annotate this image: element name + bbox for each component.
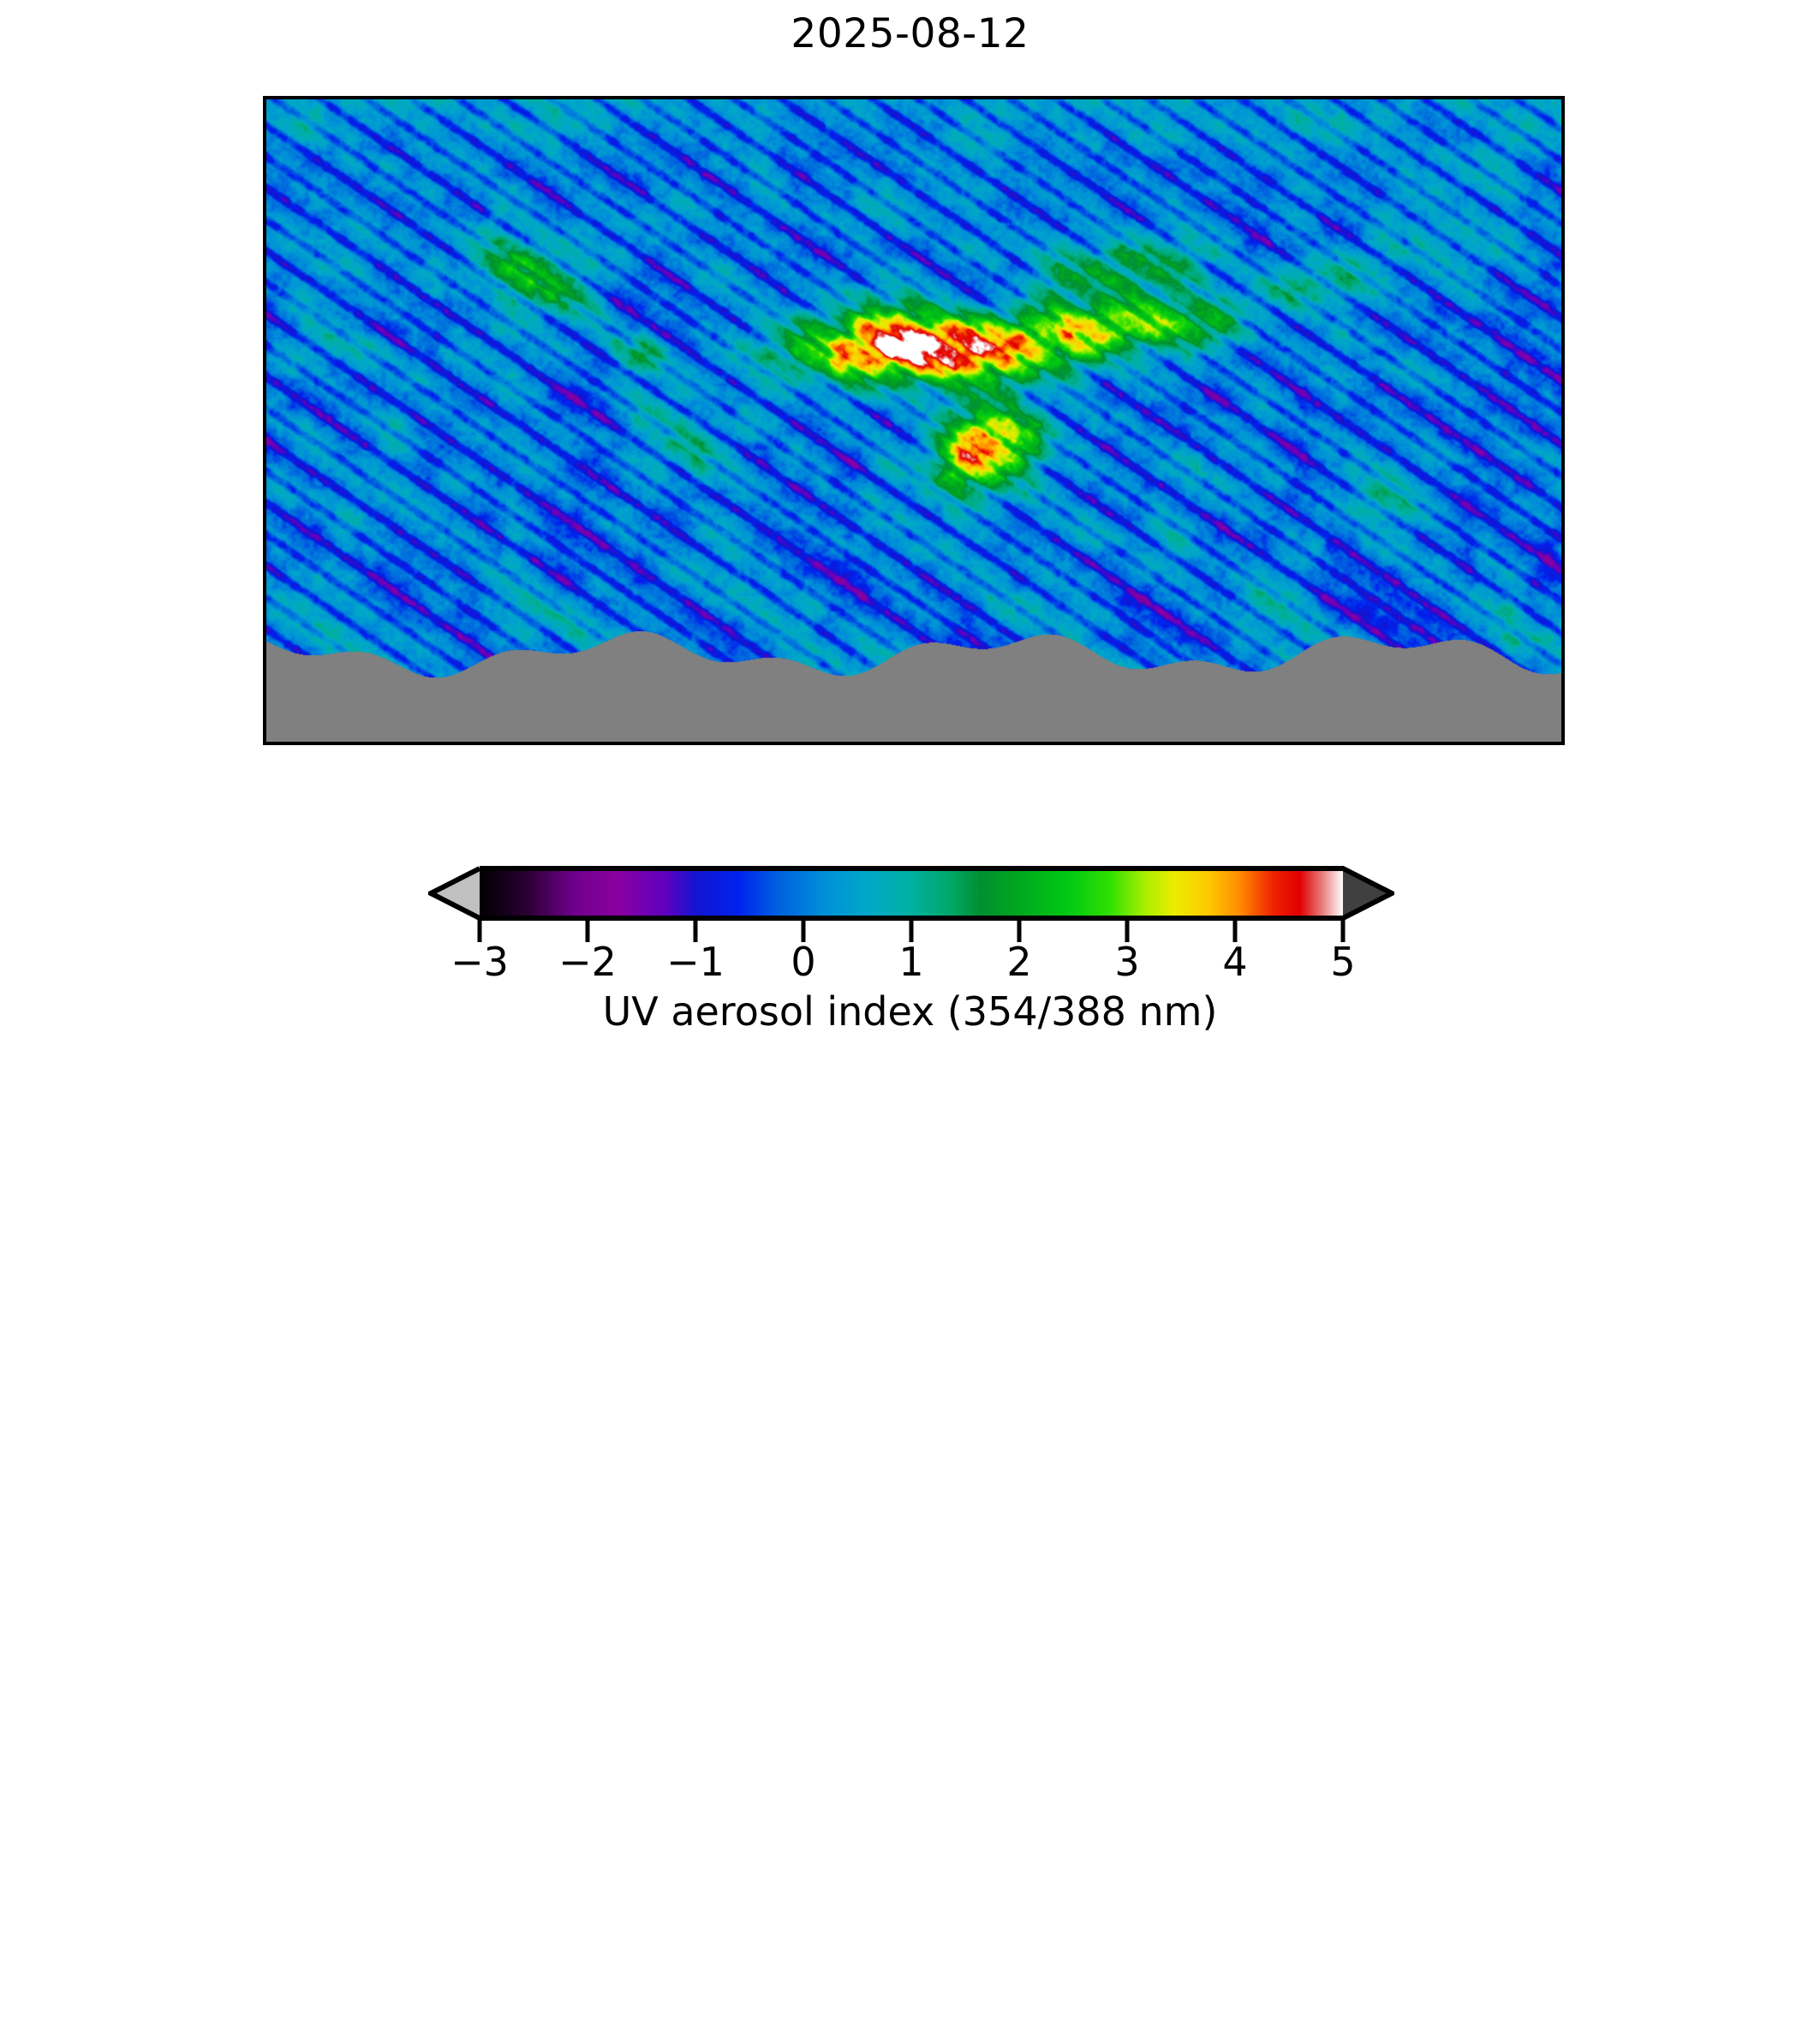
colorbar-under-range-arrow: [431, 868, 480, 918]
colorbar-over-range-arrow: [1343, 868, 1392, 918]
global-map-coastline-graticule-layer: [266, 99, 1561, 742]
colorbar-group: −3 −2 −1 0 1 2 3 4 5 UV aerosol index (354/388 n…: [0, 863, 1820, 1052]
south-polar-data-layer: [929, 1118, 1777, 1966]
colorbar-tick-label: −2: [558, 939, 617, 985]
colorbar-bar: [480, 868, 1343, 918]
global-map-panel: [263, 96, 1565, 745]
global-map-data-layer: [266, 99, 1561, 742]
colorbar-axis-label: UV aerosol index (354/388 nm): [602, 988, 1218, 1035]
colorbar-tick-label: 5: [1330, 939, 1356, 985]
colorbar-gradient: [428, 866, 1394, 923]
colorbar-tick-labels: −3 −2 −1 0 1 2 3 4 5: [428, 939, 1394, 990]
south-polar-coastline-graticule-layer: [929, 1118, 1777, 1966]
north-polar-panel: [43, 1118, 891, 1966]
north-polar-data-layer: [43, 1118, 891, 1966]
colorbar-tick-label: 3: [1114, 939, 1140, 985]
colorbar-tick-label: −3: [451, 939, 509, 985]
figure-title: 2025-08-12: [791, 10, 1029, 57]
colorbar: [428, 863, 1394, 942]
colorbar-tick-label: −1: [666, 939, 725, 985]
colorbar-tick-label: 1: [898, 939, 924, 985]
colorbar-tick-label: 0: [791, 939, 816, 985]
colorbar-tick-label: 4: [1222, 939, 1248, 985]
north-polar-coastline-graticule-layer: [43, 1118, 891, 1966]
colorbar-tick-stems: [477, 920, 1346, 942]
south-polar-panel: [929, 1118, 1777, 1966]
colorbar-tick-label: 2: [1006, 939, 1032, 985]
